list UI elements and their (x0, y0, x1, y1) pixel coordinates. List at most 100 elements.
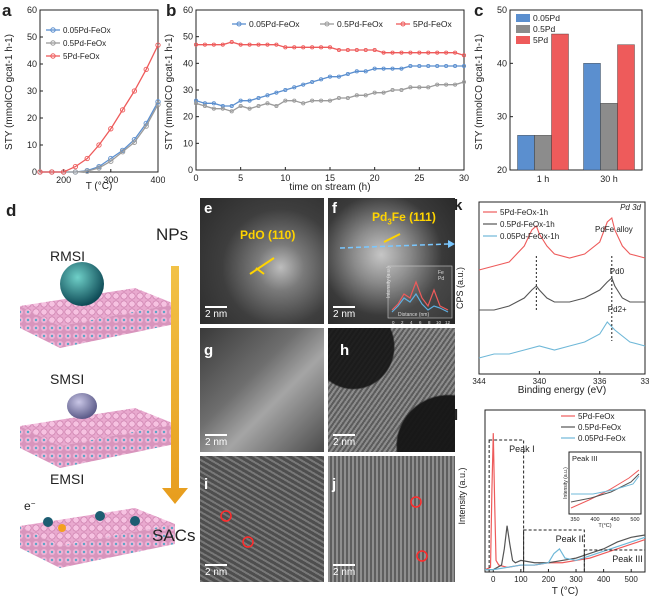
lattice-marker-e (249, 257, 275, 275)
panel-f-label: f (332, 200, 337, 217)
data-point (247, 98, 252, 103)
y-tick-label: 30 (497, 112, 507, 122)
scale-bar-f: 2 nm (333, 306, 355, 320)
scale-bar-e: 2 nm (205, 306, 227, 320)
inset-tick: 10 (436, 320, 442, 324)
y-tick-label: 50 (497, 5, 507, 15)
data-point (354, 93, 359, 98)
data-point (327, 98, 333, 103)
x-tick-label: 400 (597, 575, 611, 584)
data-point (461, 79, 467, 85)
data-point (417, 50, 422, 55)
x-axis-label: Binding energy (eV) (518, 385, 606, 396)
panel-a: 200 300 400 0 10 20 30 40 50 60 a T (°C) STY (mmolCO… (0, 0, 165, 192)
data-point (461, 63, 467, 69)
x-tick-label: 5 (238, 173, 243, 183)
data-point (143, 123, 149, 129)
data-point (193, 98, 199, 103)
scale-bar-j: 2 nm (333, 564, 355, 578)
data-point (238, 103, 243, 109)
legend-label: 5Pd-FeOx (63, 52, 99, 61)
x-tick-label: 30 (459, 173, 469, 183)
inset-x-tick: 450 (610, 517, 619, 523)
x-tick-label: 200 (56, 175, 71, 185)
line-profile-arrowhead (448, 240, 455, 248)
electron-dot (58, 524, 66, 532)
legend-label: 0.05Pd (533, 13, 560, 23)
panel-k-label: k (455, 197, 463, 214)
inset-legend-pd: Pd (438, 276, 444, 282)
f-overlay: Intensity (a.u.) Fe Pd 0 2 4 6 8 10 12 (339, 233, 455, 324)
data-point (319, 45, 324, 50)
legend-marker (50, 27, 56, 33)
corner-label: Pd 3d (620, 203, 641, 212)
data-point (363, 69, 368, 74)
atom-marker (242, 536, 254, 548)
data-point (345, 71, 350, 77)
data-point (435, 63, 440, 69)
alloy-label: PdFe alloy (595, 225, 633, 234)
peak-i-box (488, 439, 525, 573)
data-point (274, 90, 279, 95)
scale-bar-g: 2 nm (205, 434, 227, 448)
lattice-marker-f (383, 233, 401, 243)
data-point (96, 142, 102, 148)
y-tick-label: 50 (27, 32, 37, 42)
legend-label: 0.5Pd-FeOx-1h (500, 220, 555, 229)
series-line-0.05Pd-FeOx-1h (478, 321, 646, 359)
bar-0.05Pd-30 h (583, 63, 601, 171)
y-tick-label: 30 (183, 85, 193, 95)
data-point (84, 168, 90, 174)
data-point (461, 53, 467, 58)
data-point (60, 169, 67, 175)
emsi-support-side (20, 526, 60, 568)
bar-0.5Pd-30 h (600, 103, 618, 171)
panel-a-label: a (2, 1, 12, 20)
legend-label: 5Pd-FeOx (578, 412, 614, 421)
panel-j-label: j (332, 476, 337, 493)
electron-label: e− (24, 499, 36, 514)
x-tick-label: 0 (193, 173, 198, 183)
data-point (363, 47, 368, 53)
data-point (131, 88, 138, 94)
data-point (390, 87, 395, 93)
emsi-support-front (60, 524, 175, 568)
micrograph-i: i 2 nm (200, 456, 324, 582)
x-tick-label: 0 (491, 575, 496, 584)
inset-legend-fe: Fe (438, 270, 444, 276)
y-tick-label: 60 (27, 5, 37, 15)
legend-label: 0.5Pd-FeOx (578, 423, 621, 432)
rmsi-nanoparticle (60, 262, 104, 306)
inset-pd-line (391, 280, 449, 311)
y-tick-label: 0 (32, 167, 37, 177)
data-point (453, 63, 458, 69)
schematic-d: d RMSI SMSI EMSI e− NPs SACs (6, 201, 195, 568)
legend-marker (50, 53, 56, 59)
data-point (96, 165, 102, 171)
panel-l: l 0 100 200 300 400 500 Peak I Peak II Peak III 5P… (455, 400, 649, 608)
dark-background-h (328, 328, 455, 452)
inset-x-tick: 500 (630, 517, 639, 523)
data-point (417, 63, 422, 69)
legend-label: 5Pd-FeOx-1h (500, 208, 548, 217)
data-point (336, 47, 341, 53)
data-point (444, 50, 449, 55)
data-point (292, 85, 297, 90)
data-point (408, 50, 413, 55)
data-point (372, 47, 377, 53)
data-point (265, 93, 270, 98)
legend-swatch (516, 36, 530, 44)
data-point (336, 95, 341, 101)
data-point (453, 82, 458, 87)
single-atom (130, 516, 140, 526)
inset-y-label: Intensity (a.u.) (563, 467, 569, 499)
panel-c: c 20 30 40 50 1 h 30 h STY (mmolCO gcat-1 h-1) 0… (470, 0, 649, 192)
data-point (381, 90, 386, 95)
data-point (283, 98, 288, 103)
data-point (256, 103, 261, 109)
pd3fe-annotation: Pd3Fe (111) (372, 210, 436, 227)
y-tick-label: 20 (183, 112, 193, 122)
inset-line-05pd (570, 473, 640, 503)
data-point (49, 169, 55, 175)
data-point (426, 50, 431, 55)
